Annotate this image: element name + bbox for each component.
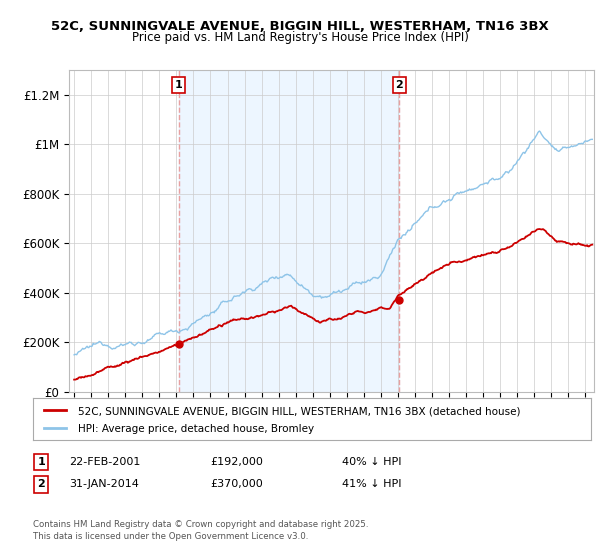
Text: 52C, SUNNINGVALE AVENUE, BIGGIN HILL, WESTERHAM, TN16 3BX (detached house): 52C, SUNNINGVALE AVENUE, BIGGIN HILL, WE…	[77, 406, 520, 416]
Text: 41% ↓ HPI: 41% ↓ HPI	[342, 479, 401, 489]
Bar	[179, 70, 400, 392]
Text: 52C, SUNNINGVALE AVENUE, BIGGIN HILL, WESTERHAM, TN16 3BX: 52C, SUNNINGVALE AVENUE, BIGGIN HILL, WE…	[51, 20, 549, 32]
Text: Price paid vs. HM Land Registry's House Price Index (HPI): Price paid vs. HM Land Registry's House …	[131, 31, 469, 44]
Text: 1: 1	[37, 457, 45, 467]
Text: 2: 2	[395, 80, 403, 90]
Text: 40% ↓ HPI: 40% ↓ HPI	[342, 457, 401, 467]
Text: 2: 2	[37, 479, 45, 489]
Text: HPI: Average price, detached house, Bromley: HPI: Average price, detached house, Brom…	[77, 424, 314, 433]
Text: Contains HM Land Registry data © Crown copyright and database right 2025.
This d: Contains HM Land Registry data © Crown c…	[33, 520, 368, 541]
Text: £192,000: £192,000	[210, 457, 263, 467]
Text: 22-FEB-2001: 22-FEB-2001	[69, 457, 140, 467]
Text: 31-JAN-2014: 31-JAN-2014	[69, 479, 139, 489]
Text: 1: 1	[175, 80, 182, 90]
Text: £370,000: £370,000	[210, 479, 263, 489]
